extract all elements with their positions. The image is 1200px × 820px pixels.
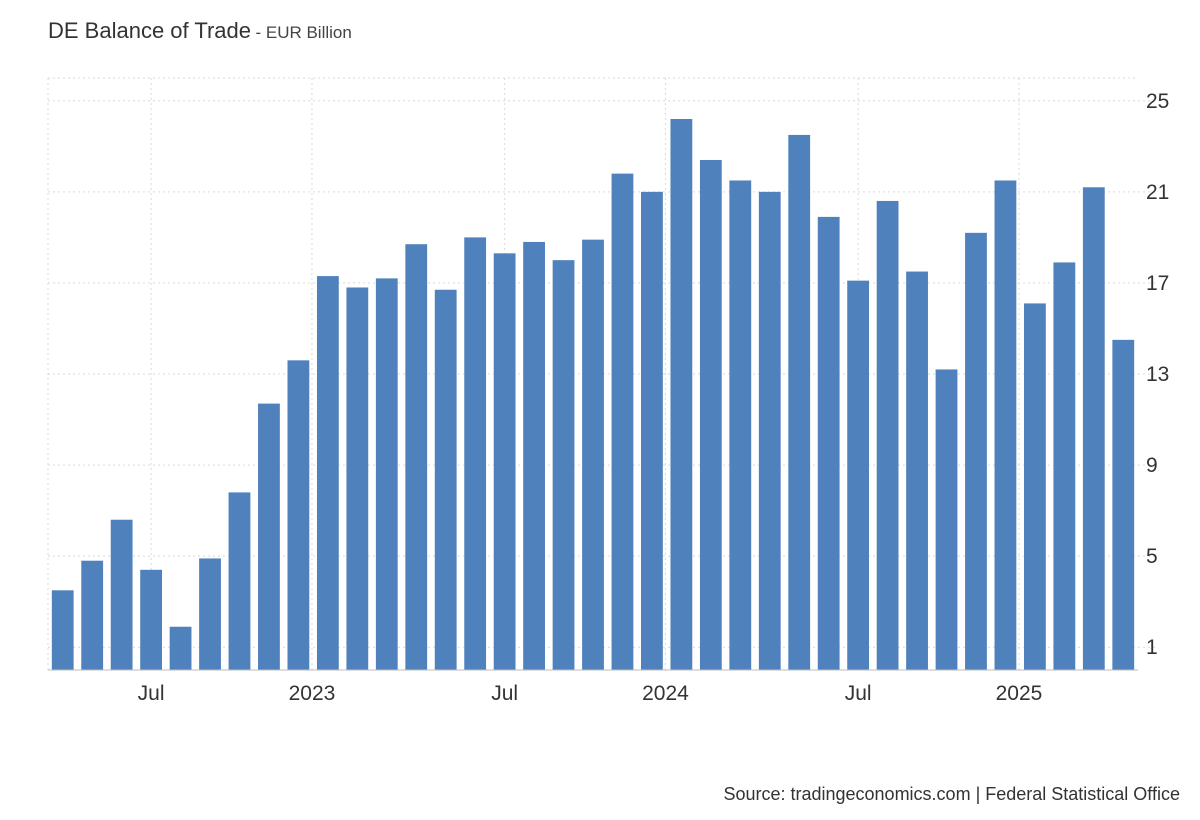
bar xyxy=(994,180,1017,670)
bar xyxy=(375,278,398,670)
bar xyxy=(758,191,781,670)
bar xyxy=(464,237,487,670)
bar xyxy=(906,271,928,670)
bar xyxy=(699,159,722,670)
bar xyxy=(729,180,752,670)
y-tick-label: 9 xyxy=(1146,454,1158,477)
bar xyxy=(876,200,899,670)
y-tick-label: 25 xyxy=(1146,90,1169,113)
bar xyxy=(199,558,221,670)
chart-title: DE Balance of Trade - EUR Billion xyxy=(48,18,352,44)
chart-title-main: DE Balance of Trade xyxy=(48,18,252,43)
x-tick-label: 2025 xyxy=(996,682,1043,705)
bar xyxy=(493,253,516,671)
source-note: Source: tradingeconomics.com | Federal S… xyxy=(723,784,1180,804)
bar xyxy=(405,244,428,670)
bar xyxy=(935,369,958,670)
bar xyxy=(611,173,634,670)
chart-subtitle: - EUR Billion xyxy=(255,23,352,42)
bar xyxy=(847,280,870,670)
bar xyxy=(287,360,310,670)
bar xyxy=(670,118,693,670)
bar xyxy=(228,492,251,670)
bar xyxy=(110,519,133,670)
bar xyxy=(552,260,575,670)
x-tick-label: Jul xyxy=(845,682,872,705)
bar xyxy=(965,232,987,671)
bar xyxy=(81,560,104,670)
y-tick-label: 13 xyxy=(1146,363,1169,386)
bar xyxy=(788,134,811,670)
bar xyxy=(1023,303,1046,670)
bar xyxy=(346,287,369,670)
bar xyxy=(1112,339,1135,670)
bar xyxy=(641,191,663,670)
y-tick-label: 21 xyxy=(1146,181,1169,204)
x-tick-label: Jul xyxy=(138,682,165,705)
bar xyxy=(1082,187,1105,671)
bar xyxy=(817,216,840,670)
bar xyxy=(434,289,457,670)
bar xyxy=(140,569,163,670)
bar xyxy=(582,239,604,670)
bar xyxy=(169,626,192,670)
bar xyxy=(1053,262,1076,670)
bar xyxy=(523,241,545,670)
x-tick-label: 2024 xyxy=(642,682,689,705)
bar xyxy=(316,276,339,670)
bar xyxy=(258,403,280,670)
x-tick-label: 2023 xyxy=(289,682,336,705)
y-tick-label: 17 xyxy=(1146,272,1169,295)
bar xyxy=(51,590,74,670)
y-tick-label: 5 xyxy=(1146,545,1158,568)
x-tick-label: Jul xyxy=(491,682,518,705)
y-tick-label: 1 xyxy=(1146,636,1158,659)
